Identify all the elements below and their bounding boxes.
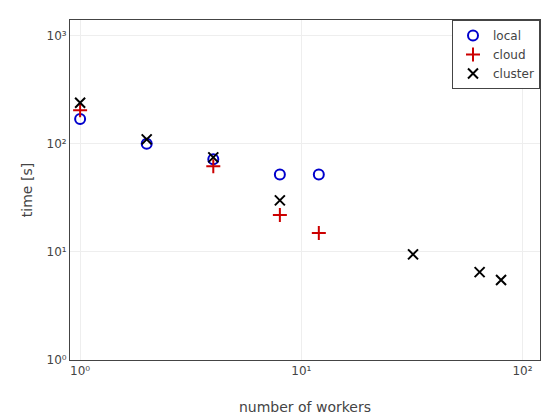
svg-text:10²: 10² (512, 364, 532, 378)
svg-text:cluster: cluster (493, 67, 534, 81)
svg-text:local: local (493, 29, 521, 43)
svg-text:number of workers: number of workers (239, 399, 371, 415)
svg-text:10³: 10³ (47, 29, 67, 43)
svg-text:10¹: 10¹ (291, 364, 311, 378)
svg-text:time [s]: time [s] (19, 163, 35, 217)
svg-text:10⁰: 10⁰ (70, 364, 90, 378)
svg-text:10¹: 10¹ (47, 245, 67, 259)
svg-text:cloud: cloud (493, 48, 526, 62)
svg-text:10⁰: 10⁰ (47, 353, 67, 367)
svg-text:10²: 10² (47, 137, 67, 151)
